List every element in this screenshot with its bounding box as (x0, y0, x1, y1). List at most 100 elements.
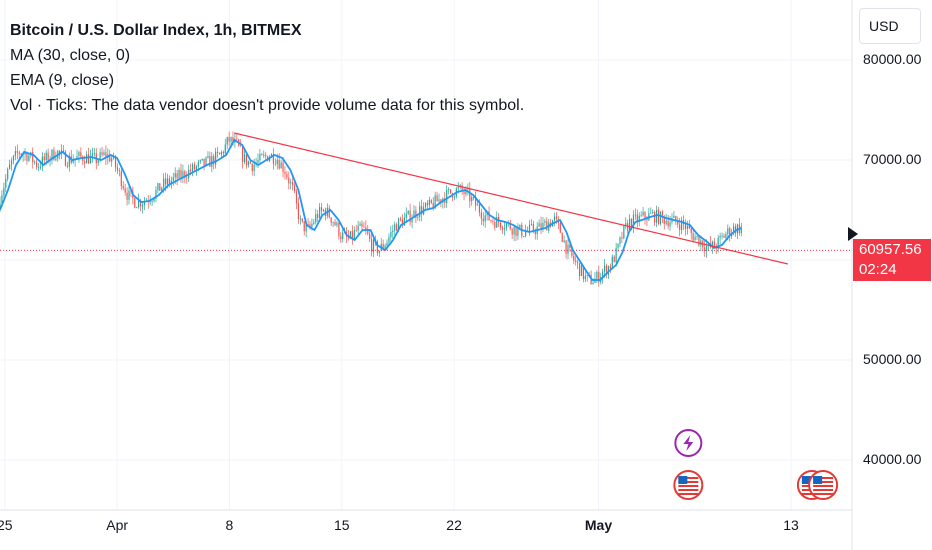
candle-body (665, 220, 667, 224)
candle-body (384, 245, 386, 249)
us-flag-icon[interactable] (808, 470, 839, 500)
candle-body (103, 152, 105, 155)
candle-body (3, 187, 5, 196)
candle-body (338, 222, 340, 237)
candle-body (453, 196, 455, 198)
flag-stripe (813, 477, 834, 479)
candle-body (598, 271, 600, 283)
candle-body (661, 211, 663, 217)
candle-body (640, 215, 642, 217)
events-layer (673, 429, 839, 500)
candle-body (371, 239, 373, 252)
candle-body (284, 171, 286, 174)
candle-body (469, 188, 471, 202)
candle-body (93, 153, 95, 155)
candle-body (367, 228, 369, 234)
candle-body (288, 177, 290, 184)
candle-body (55, 158, 57, 160)
candle-body (567, 244, 569, 254)
candle-body (684, 224, 687, 229)
flag-canton (813, 476, 823, 484)
candle-body (706, 245, 708, 251)
flag-stripe (678, 477, 699, 479)
flag-stripe (813, 481, 834, 483)
candle-body (538, 223, 540, 227)
candle-body (426, 203, 429, 206)
candle-body (224, 144, 226, 154)
candle-body (340, 236, 342, 239)
candle-body (172, 177, 174, 181)
ema-indicator-label[interactable]: EMA (9, close) (10, 72, 115, 89)
symbol-title[interactable]: Bitcoin / U.S. Dollar Index, 1h, BITMEX (10, 22, 302, 39)
candle-body (609, 266, 611, 269)
candle-body (282, 162, 284, 172)
candle-body (313, 222, 315, 224)
candle-body (357, 225, 359, 231)
flag-stripe (813, 489, 834, 491)
candle-body (482, 218, 484, 222)
candle-body (602, 271, 604, 278)
candle-body (126, 192, 128, 200)
candle-body (159, 183, 161, 191)
candle-body (319, 207, 321, 218)
candle-body (561, 232, 563, 242)
candle-body (496, 217, 498, 228)
candle-body (634, 214, 636, 216)
candle-body (5, 178, 7, 188)
candle-body (97, 160, 99, 164)
us-flag-icon[interactable] (673, 470, 704, 500)
candle-body (627, 223, 629, 231)
price-axis-label: 70000.00 (863, 151, 922, 167)
candle-body (428, 199, 430, 206)
candle-body (76, 155, 78, 159)
candle-body (216, 151, 219, 154)
candle-body (473, 196, 475, 198)
candle-body (525, 231, 527, 237)
ma-indicator-label[interactable]: MA (30, close, 0) (10, 47, 131, 64)
candle-body (180, 169, 182, 178)
candle-body (82, 156, 84, 162)
candle-body (457, 187, 459, 189)
candle-body (91, 153, 94, 156)
candle-body (84, 161, 86, 164)
currency-button[interactable]: USD (859, 8, 921, 44)
candle-body (740, 226, 742, 233)
candle-body (41, 156, 43, 167)
volume-indicator-label[interactable]: Vol · Ticks: The data vendor doesn't pro… (10, 97, 525, 114)
candle-body (603, 265, 606, 272)
candle-body (463, 190, 465, 195)
candle-body (280, 162, 282, 169)
candle-body (20, 154, 22, 156)
candle-body (413, 210, 415, 218)
candle-body (625, 223, 627, 225)
candle-body (440, 199, 442, 203)
candle-body (717, 237, 719, 249)
candle-body (396, 224, 398, 231)
trend-line (234, 132, 788, 265)
candle-body (471, 197, 473, 202)
candle-body (14, 151, 17, 156)
candle-body (644, 212, 646, 219)
candle-body (272, 154, 275, 164)
candle-body (403, 217, 405, 226)
candle-body (353, 230, 355, 239)
candle-body (86, 154, 88, 164)
candle-body (399, 218, 402, 220)
candle-body (68, 156, 70, 167)
candle-body (47, 152, 49, 161)
flag-stripe (678, 489, 699, 491)
candle-body (351, 231, 353, 239)
candle-body (407, 210, 409, 214)
candle-body (105, 152, 107, 159)
lightning-icon[interactable] (674, 429, 703, 457)
candle-body (424, 203, 427, 208)
candle-body (394, 224, 396, 231)
candle-body (657, 209, 660, 224)
candle-body (37, 166, 40, 168)
candle-body (292, 182, 294, 186)
candle-body (619, 237, 621, 244)
candle-body (430, 199, 432, 203)
candle-body (139, 200, 142, 207)
candle-body (388, 237, 390, 243)
